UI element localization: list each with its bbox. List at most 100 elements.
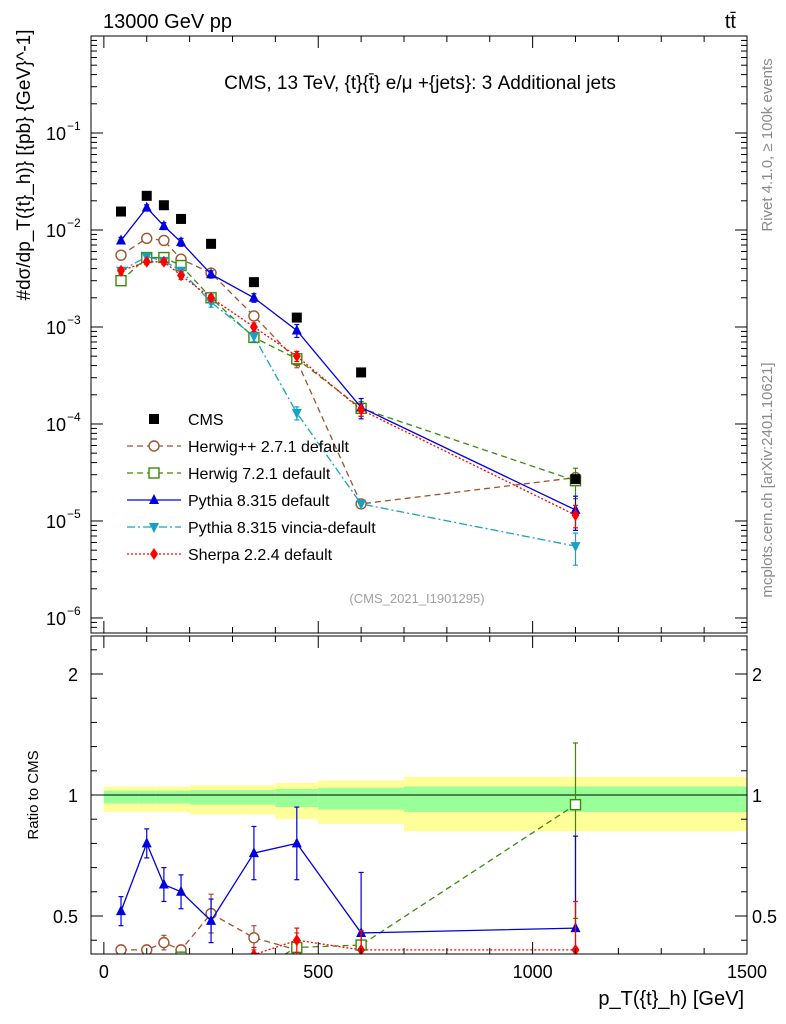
- herwig-7-2-1-default-ratio-line: [283, 804, 576, 954]
- herwig-2-7-1-default-ratio-point: [158, 936, 170, 949]
- legend-label: Pythia 8.315 vincia-default: [188, 520, 376, 537]
- herwig-2-7-1-default-ratio-point: [356, 1008, 366, 1018]
- ratio-uncertainty-bands: [103, 776, 747, 832]
- analysis-id-watermark: (CMS_2021_I1901295): [349, 591, 484, 606]
- pythia-8-315-vincia-default-ratio-point: [292, 1009, 302, 1019]
- ratio-band-inner: [155, 790, 173, 804]
- y-tick-exponent: −4: [67, 410, 81, 424]
- herwig-2-7-1-default-ratio-point: [570, 1008, 580, 1018]
- herwig-2-7-1-default-point: [248, 310, 260, 322]
- herwig-7-2-1-default-ratio-point: [249, 967, 259, 977]
- sherpa-2-2-4-default-point: [207, 291, 216, 304]
- y-tick-label: 10: [46, 318, 66, 338]
- sherpa-2-2-4-default-point: [249, 320, 258, 333]
- sherpa-2-2-4-default-ratio-point: [207, 963, 215, 975]
- sherpa-2-2-4-default-point: [292, 350, 301, 363]
- herwig-2-7-1-default-ratio-point: [115, 944, 127, 954]
- ratio-tick-label-right: 1: [752, 786, 762, 806]
- ratio-tick-label-left: 0.5: [53, 907, 78, 927]
- y-tick-exponent: −5: [67, 507, 81, 521]
- sherpa-2-2-4-default-ratio-point: [117, 973, 125, 985]
- y-tick-label: 10: [46, 415, 66, 435]
- ratio-band-inner: [232, 790, 276, 805]
- cms-data-point: [248, 277, 259, 288]
- sherpa-2-2-4-default-point: [177, 269, 186, 282]
- sherpa-2-2-4-default-ratio-line: [254, 939, 576, 954]
- ratio-band-inner: [318, 787, 404, 810]
- cms-data-point: [356, 367, 367, 378]
- ratio-band-inner: [103, 790, 139, 804]
- pythia-8-315-vincia-default-point: [570, 542, 581, 553]
- main-panel-frame: [90, 35, 748, 634]
- pythia-8-315-vincia-default-point: [248, 332, 259, 343]
- main-y-axis-label: #dσ/dp_T({t}_h)} [{pb} {GeV}^-1]: [14, 29, 35, 300]
- rivet-version-label: Rivet 4.1.0, ≥ 100k events: [759, 58, 776, 231]
- cms-data-point: [206, 238, 217, 249]
- legend-marker: [148, 467, 160, 479]
- x-tick-label: 0: [99, 962, 109, 982]
- pythia-8-315-default-point: [116, 234, 127, 245]
- ratio-band-inner: [172, 790, 190, 804]
- cms-data-point: [291, 312, 302, 323]
- process-label: tt̄: [725, 11, 737, 33]
- pythia-8-315-vincia-default-line: [120, 256, 576, 547]
- mcplots-reference-label: mcplots.cern.ch [arXiv:2401.10621]: [759, 362, 776, 597]
- x-axis-label: p_T({t}_h) [GeV]: [598, 988, 744, 1010]
- pythia-8-315-vincia-default-ratio-point: [159, 968, 169, 978]
- energy-label: 13000 GeV pp: [103, 11, 232, 33]
- pythia-8-315-vincia-default-ratio-point: [116, 973, 126, 983]
- sherpa-2-2-4-default-point: [357, 403, 366, 416]
- legend-label: Sherpa 2.2.4 default: [188, 547, 333, 564]
- legend-marker: [149, 523, 159, 533]
- legend-marker: [150, 548, 158, 560]
- pythia-8-315-default-point: [291, 324, 302, 335]
- sherpa-2-2-4-default-ratio-point: [143, 980, 151, 992]
- ratio-band-inner: [275, 788, 319, 808]
- pythia-8-315-vincia-default-point: [356, 499, 367, 510]
- x-tick-label: 500: [303, 962, 333, 982]
- pythia-8-315-vincia-default-ratio-point: [570, 985, 580, 995]
- y-tick-exponent: −2: [67, 216, 81, 230]
- ratio-band-inner: [138, 790, 156, 804]
- cms-data-point: [141, 190, 152, 201]
- pythia-8-315-default-point: [158, 219, 169, 230]
- ratio-tick-label-left: 2: [68, 665, 78, 685]
- herwig-7-2-1-default-ratio-point: [175, 951, 187, 954]
- y-tick-label: 10: [46, 221, 66, 241]
- legend-cms-label: CMS: [188, 412, 224, 429]
- pythia-8-315-vincia-default-ratio-point: [206, 973, 216, 983]
- y-tick-label: 10: [46, 124, 66, 144]
- y-tick-exponent: −6: [67, 604, 81, 618]
- pythia-8-315-vincia-default-ratio-line: [121, 967, 575, 1013]
- herwig-2-7-1-default-ratio-line: [121, 912, 302, 954]
- pythia-8-315-default-ratio-point: [291, 837, 302, 848]
- legend-label: Herwig 7.2.1 default: [188, 466, 331, 483]
- pythia-8-315-default-point: [248, 291, 259, 302]
- pythia-8-315-default-ratio-point: [158, 878, 169, 889]
- herwig-7-2-1-default-ratio-point: [142, 976, 152, 986]
- cms-data-point: [176, 213, 187, 224]
- pythia-8-315-vincia-default-ratio-point: [176, 963, 186, 973]
- sherpa-2-2-4-default-ratio-point: [250, 948, 258, 954]
- y-tick-exponent: −1: [67, 119, 81, 133]
- ratio-tick-label-right: 0.5: [752, 907, 777, 927]
- sherpa-2-2-4-default-point: [117, 264, 126, 277]
- pythia-8-315-default-ratio-point: [141, 837, 152, 848]
- pythia-8-315-vincia-default-ratio-point: [356, 1009, 366, 1019]
- pythia-8-315-vincia-default-point: [291, 408, 302, 419]
- ratio-tick-label-right: 2: [752, 665, 762, 685]
- herwig-2-7-1-default-line: [120, 237, 576, 505]
- sherpa-2-2-4-default-point: [142, 255, 151, 268]
- pythia-8-315-default-point: [206, 268, 217, 279]
- legend-label: Pythia 8.315 default: [188, 493, 330, 510]
- sherpa-2-2-4-default-point: [571, 509, 580, 522]
- y-tick-exponent: −3: [67, 313, 81, 327]
- legend-marker: [149, 494, 159, 504]
- legend-marker: [148, 440, 160, 452]
- cms-data-point: [116, 206, 127, 217]
- herwig-7-2-1-default-ratio-point: [159, 962, 169, 972]
- pythia-8-315-default-point: [141, 201, 152, 212]
- herwig-2-7-1-default-ratio-point: [248, 932, 260, 944]
